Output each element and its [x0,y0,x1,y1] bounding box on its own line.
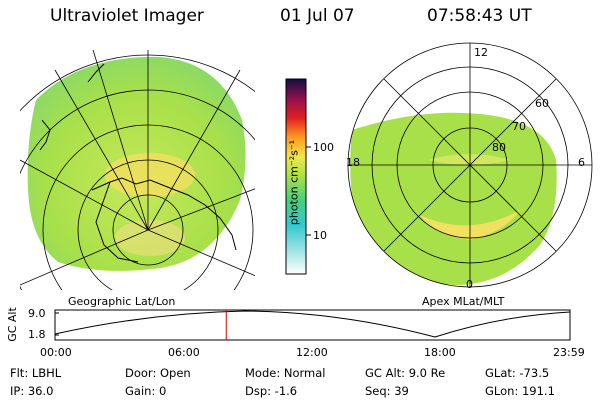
time-label: 07:58:43 UT [427,6,532,26]
lon-line [20,229,149,286]
left-panel-label: Geographic Lat/Lon [68,295,176,308]
mlt-label-6: 6 [578,156,585,169]
colorbar [285,78,311,275]
colorbar-tick: 100 [313,141,334,154]
info-gain: Gain: 0 [125,384,167,398]
info-mode: Mode: Normal [245,366,326,380]
aurora-oval-left [105,153,195,197]
colorbar-label: photon cm⁻²s⁻¹ [287,139,301,226]
info-door: Door: Open [125,366,191,380]
altitude-xtick: 00:00 [40,346,72,359]
mlt-label-0: 0 [466,278,473,291]
lon-line [147,188,255,231]
info-glat: GLat: -73.5 [485,366,550,380]
lon-line [147,69,241,231]
mlat-label-60: 60 [535,97,549,110]
altitude-ytick: 9.0 [28,307,46,320]
altitude-xtick: 12:00 [296,346,328,359]
lon-line [20,159,149,231]
altitude-xtick: 06:00 [168,346,200,359]
mlat-label-70: 70 [512,120,526,133]
mlt-label-12: 12 [474,46,488,59]
mlt-line [383,78,557,252]
info-gcalt: GC Alt: 9.0 Re [365,366,446,380]
altitude-plot [54,309,571,341]
aurora-image-right [350,112,557,285]
lon-line [147,229,255,277]
date-label: 01 Jul 07 [280,6,355,26]
lon-line [92,50,149,231]
coastline [39,63,237,263]
info-seq: Seq: 39 [365,384,409,398]
info-flt: Flt: LBHL [10,366,62,380]
colorbar-tick: 10 [313,229,327,242]
mlt-label-18: 18 [346,156,360,169]
right-panel-label: Apex MLat/MLT [422,295,505,308]
altitude-ytick: 1.8 [28,328,46,341]
altitude-xtick: 18:00 [424,346,456,359]
app-title: Ultraviolet Imager [50,6,204,26]
info-glon: GLon: 191.1 [485,384,555,398]
mlat-label-80: 80 [492,141,506,154]
info-ip: IP: 36.0 [10,384,54,398]
geographic-map [20,50,255,290]
lon-line [54,69,149,231]
apex-polar-plot [347,42,593,288]
altitude-curve [54,310,571,338]
info-dsp: Dsp: -1.6 [245,384,298,398]
altitude-xtick: 23:59 [553,346,585,359]
altitude-ylabel: GC Alt [5,307,19,342]
